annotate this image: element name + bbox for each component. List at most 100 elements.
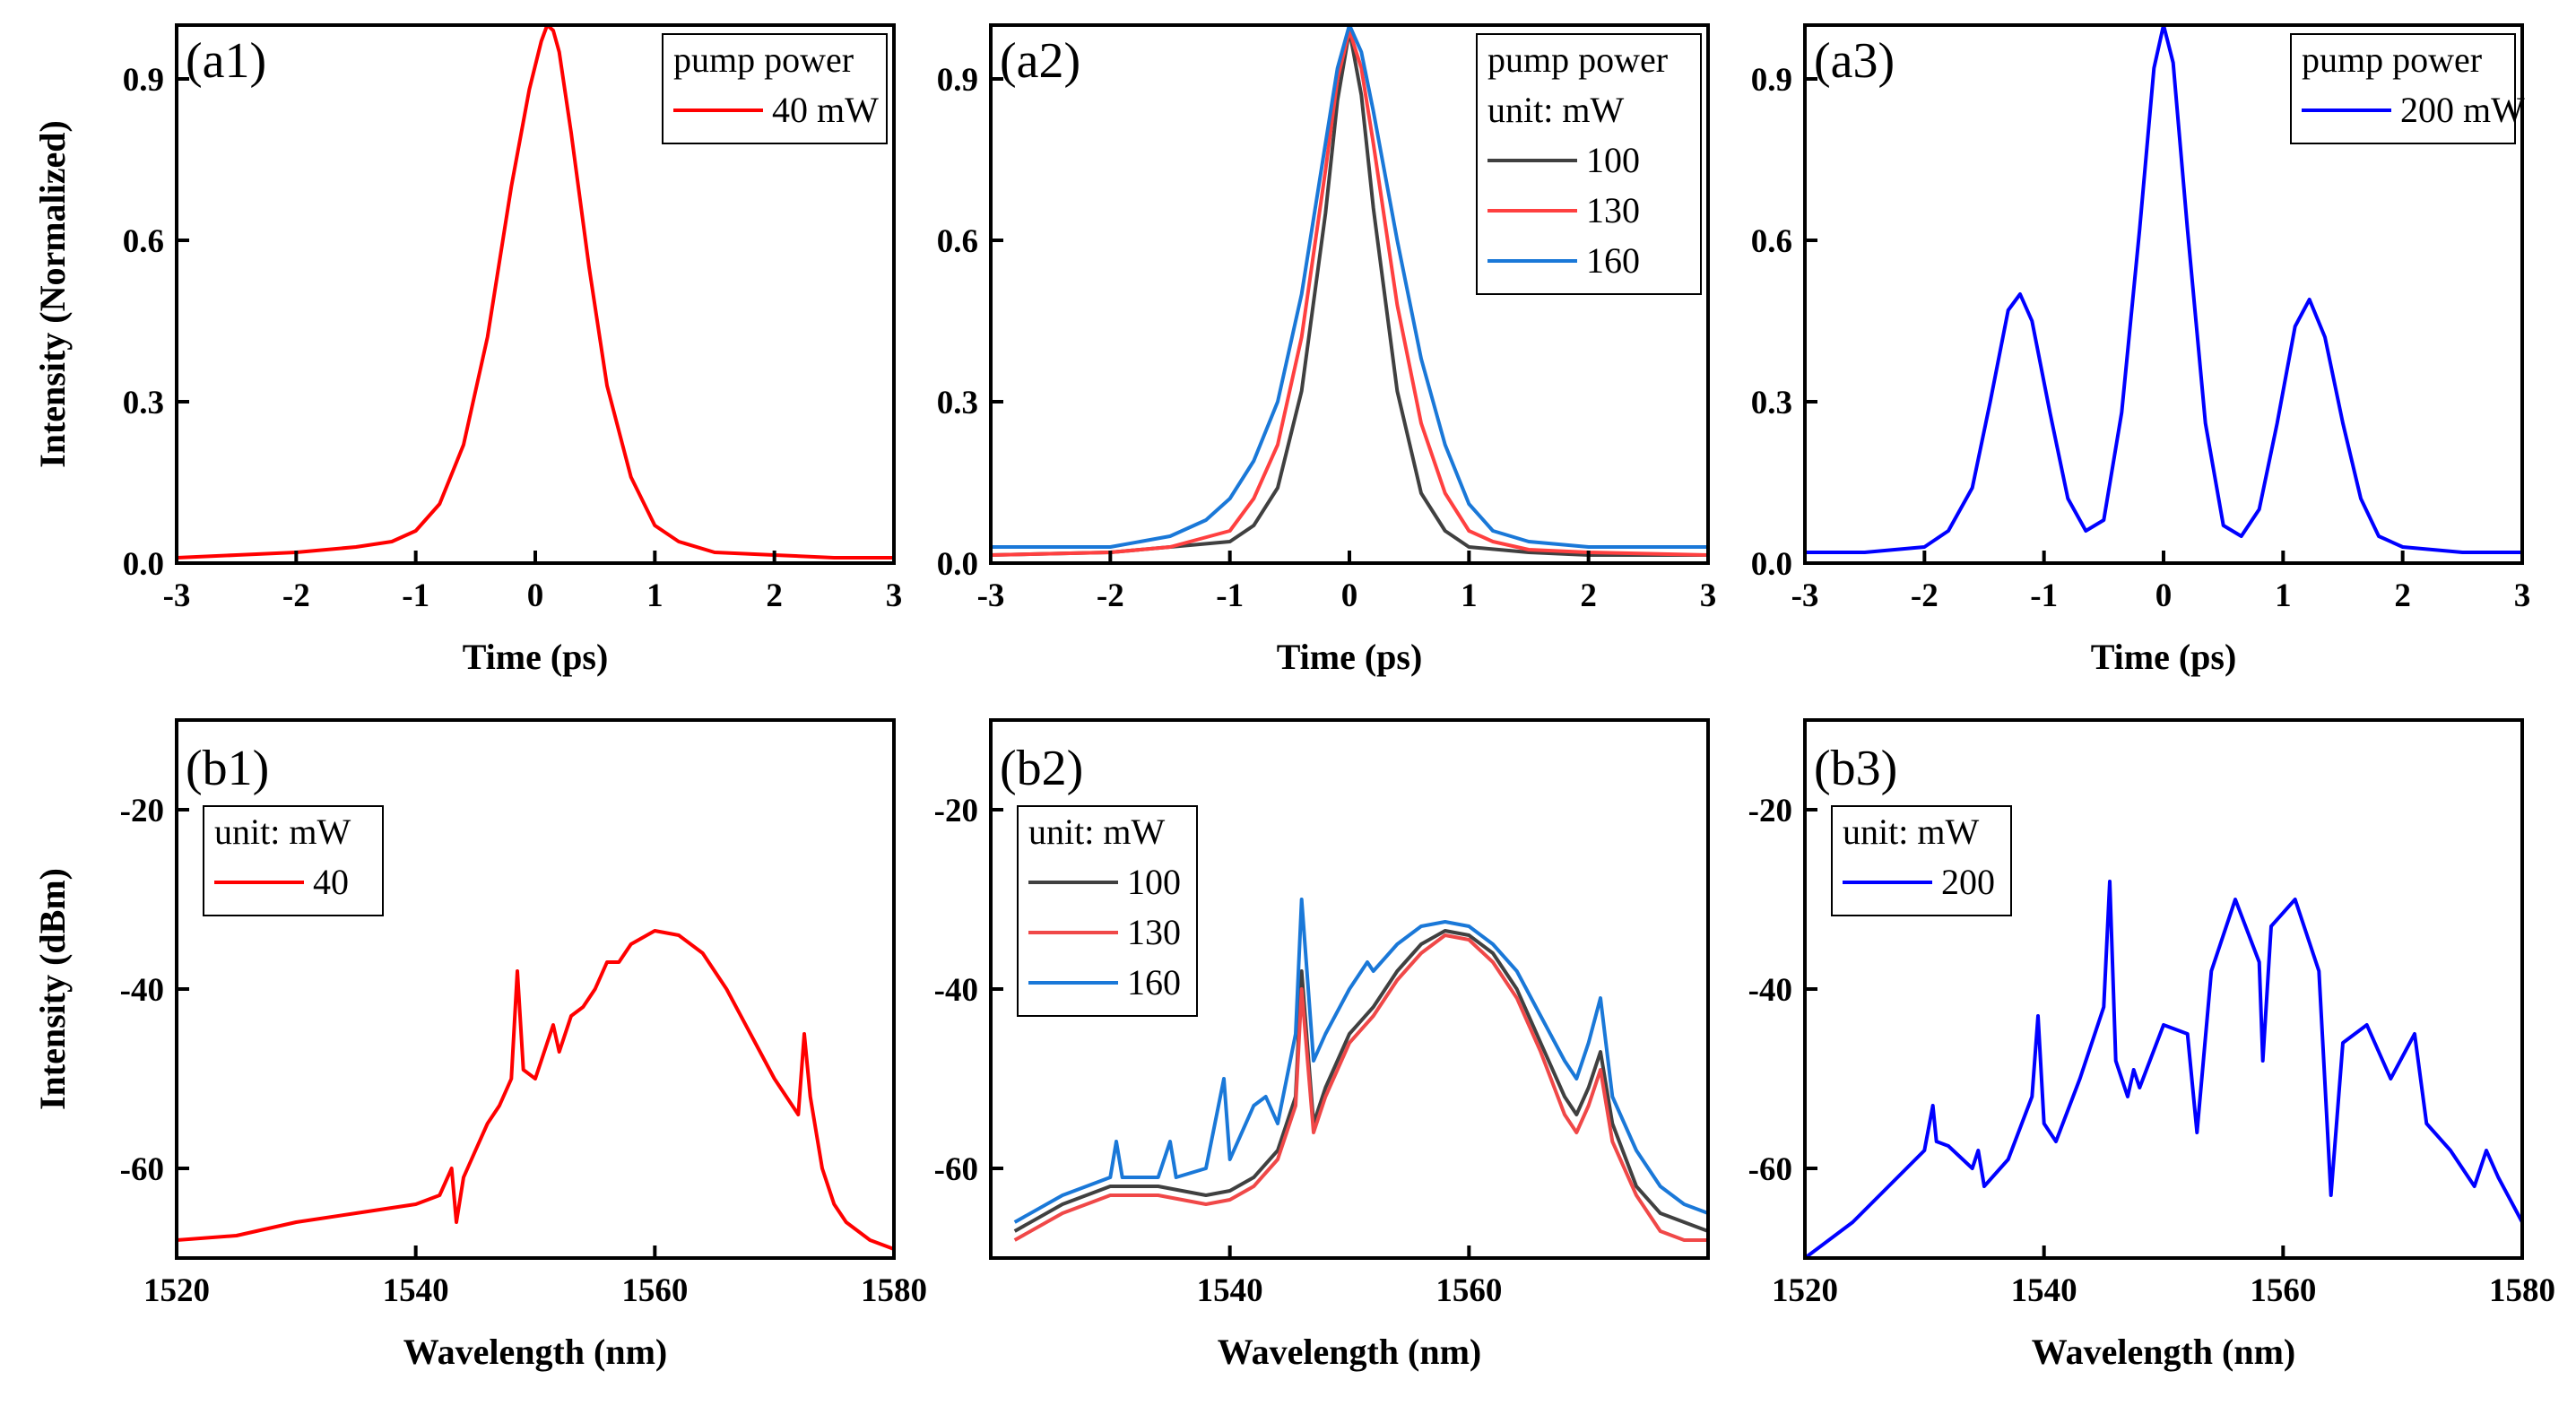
- legend-entry: 160: [1127, 962, 1181, 1002]
- panel-label: (a3): [1814, 33, 1895, 89]
- y-tick-label: 0.9: [937, 62, 978, 99]
- series-line-200-mW: [1805, 25, 2522, 554]
- panel-label: (a1): [186, 33, 266, 89]
- y-tick-label: -20: [1748, 793, 1792, 829]
- panel-label: (b2): [1000, 741, 1083, 796]
- series-line-160: [1013, 898, 1708, 1224]
- x-tick-label: -3: [163, 577, 191, 614]
- panel-a2: -3 -2 -1 0 1 2 3 0.0 0.3 0.6 0.9 Time (ps) (a2) pump …: [937, 23, 1717, 677]
- y-tick-label: -40: [934, 972, 978, 1009]
- y-tick-label: -60: [934, 1151, 978, 1188]
- x-axis-title: Time (ps): [463, 637, 609, 677]
- legend-entry: 40: [313, 862, 349, 902]
- panel-a1: -3 -2 -1 0 1 2 3 0.0 0.3 0.6 0.9 Time (ps) Intensity…: [32, 23, 903, 677]
- panel-a3: -3 -2 -1 0 1 2 3 0.0 0.3 0.6 0.9 Time (ps) (a3) pump …: [1751, 23, 2531, 677]
- x-tick-label: 1: [1461, 577, 1478, 614]
- panel-b3: 1520 1540 1560 1580 -60 -40 -20 Wavelength (nm)…: [1748, 718, 2555, 1372]
- x-tick-label: 1580: [861, 1272, 927, 1309]
- x-tick-label: 1540: [2011, 1272, 2077, 1309]
- y-tick-label: 0.0: [123, 546, 164, 583]
- legend-entry: 130: [1127, 912, 1181, 952]
- x-tick-label: 2: [766, 577, 783, 614]
- panel-label: (a2): [1000, 33, 1080, 89]
- series-line-160: [991, 25, 1708, 549]
- legend: pump power unit: mW 100 130 160: [1476, 33, 1702, 295]
- legend: pump power 200 mW: [2290, 33, 2525, 144]
- x-tick-label: 1520: [1772, 1272, 1838, 1309]
- x-tick-label: 1: [2275, 577, 2292, 614]
- legend-title: pump power: [2302, 39, 2482, 80]
- x-tick-label: -1: [1216, 577, 1244, 614]
- legend-box: [1476, 33, 1702, 295]
- series-line-100: [1013, 929, 1708, 1233]
- legend-entry: 200 mW: [2400, 90, 2525, 130]
- legend-box: [203, 805, 384, 916]
- x-tick-label: 1580: [2489, 1272, 2555, 1309]
- x-tick-label: 2: [2394, 577, 2411, 614]
- x-tick-label: 1560: [2250, 1272, 2316, 1309]
- x-tick-label: 3: [1700, 577, 1717, 614]
- y-tick-label: -20: [120, 793, 164, 829]
- x-tick-label: 2: [1580, 577, 1597, 614]
- x-axis-title: Wavelength (nm): [403, 1332, 667, 1372]
- y-tick-label: -20: [934, 793, 978, 829]
- y-tick-label: -60: [1748, 1151, 1792, 1188]
- x-tick-label: 0: [527, 577, 544, 614]
- y-axis-title: Intensity (Normalized): [32, 120, 73, 468]
- x-tick-label: 0: [1341, 577, 1358, 614]
- x-tick-label: 0: [2155, 577, 2173, 614]
- x-tick-label: -2: [282, 577, 310, 614]
- legend-box: [2290, 33, 2516, 144]
- legend-entry: 200: [1941, 862, 1995, 902]
- x-tick-label: 1560: [621, 1272, 688, 1309]
- legend-title: pump power: [673, 39, 854, 80]
- x-tick-label: 1540: [383, 1272, 449, 1309]
- y-axis-title: Intensity (dBm): [32, 868, 73, 1110]
- panel-b1: 1520 1540 1560 1580 -60 -40 -20 Wavelength (nm)…: [32, 718, 927, 1372]
- legend-title: unit: mW: [1843, 811, 1979, 852]
- x-axis-title: Wavelength (nm): [1218, 1332, 1481, 1372]
- legend-entry: 100: [1586, 140, 1640, 180]
- x-axis-title: Wavelength (nm): [2032, 1332, 2295, 1372]
- y-tick-label: -40: [120, 972, 164, 1009]
- x-axis-title: Time (ps): [2091, 637, 2237, 677]
- y-tick-label: 0.0: [1751, 546, 1792, 583]
- legend-entry: 160: [1586, 240, 1640, 281]
- legend-entry: 130: [1586, 190, 1640, 230]
- x-tick-label: 1: [646, 577, 664, 614]
- panel-label: (b3): [1814, 741, 1897, 796]
- series-line-130: [991, 29, 1708, 557]
- y-tick-label: 0.3: [123, 385, 164, 421]
- x-tick-label: 3: [886, 577, 903, 614]
- x-tick-label: 1560: [1435, 1272, 1502, 1309]
- legend-title: unit: mW: [1028, 811, 1165, 852]
- x-tick-label: -3: [977, 577, 1005, 614]
- legend-entry: 40 mW: [772, 90, 879, 130]
- legend-entry: 100: [1127, 862, 1181, 902]
- x-axis-title: Time (ps): [1277, 637, 1423, 677]
- x-tick-label: -3: [1791, 577, 1819, 614]
- x-tick-label: -1: [402, 577, 429, 614]
- legend-box: [662, 33, 888, 144]
- x-tick-label: -1: [2030, 577, 2058, 614]
- series-line-130: [1013, 933, 1708, 1242]
- x-tick-label: -2: [1097, 577, 1124, 614]
- x-tick-label: 3: [2514, 577, 2531, 614]
- x-tick-label: 1520: [143, 1272, 210, 1309]
- y-tick-label: 0.3: [937, 385, 978, 421]
- series-line-40-mW: [177, 25, 894, 560]
- x-tick-label: -2: [1911, 577, 1939, 614]
- y-tick-label: -40: [1748, 972, 1792, 1009]
- legend-box: [1831, 805, 2012, 916]
- legend: unit: mW 200: [1831, 805, 2012, 916]
- x-tick-label: 1540: [1197, 1272, 1263, 1309]
- y-tick-label: 0.9: [1751, 62, 1792, 99]
- series-line-200: [1805, 880, 2522, 1258]
- y-tick-label: 0.3: [1751, 385, 1792, 421]
- legend: unit: mW 100 130 160: [1017, 805, 1198, 1017]
- y-tick-label: -60: [120, 1151, 164, 1188]
- y-tick-label: 0.6: [1751, 223, 1792, 260]
- legend-title: unit: mW: [214, 811, 351, 852]
- series-line-40: [177, 929, 894, 1251]
